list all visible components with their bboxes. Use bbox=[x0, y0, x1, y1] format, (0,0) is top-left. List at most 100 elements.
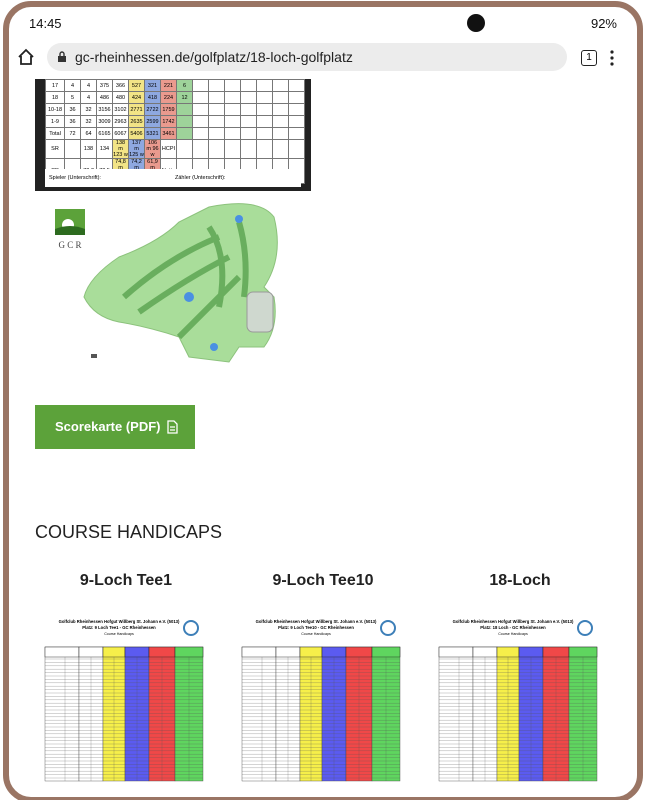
scorecard-cell: 2722 bbox=[144, 103, 161, 116]
status-bar: 14:45 92% bbox=[9, 7, 637, 39]
scorecard-cell: 36 bbox=[64, 103, 81, 116]
scorecard-cell: 321 bbox=[144, 79, 161, 92]
home-button[interactable] bbox=[17, 48, 35, 66]
scorecard-cell bbox=[272, 79, 289, 92]
scorecard-cell bbox=[272, 127, 289, 140]
scorecard-cell bbox=[192, 139, 209, 159]
thumb-column-header bbox=[496, 646, 520, 658]
scorecard-cell: 375 bbox=[96, 79, 113, 92]
scorecard-cell bbox=[176, 103, 193, 116]
scorecard-cell: SR bbox=[45, 139, 65, 159]
url: gc-rheinhessen.de/golfplatz/18-loch-golf… bbox=[75, 49, 353, 65]
scorecard-cell bbox=[176, 115, 193, 128]
scorecard-cell: 527 bbox=[128, 79, 145, 92]
scorecard-cell bbox=[240, 139, 257, 159]
thumb-course: Platz: 18 Loch - GC Rheinhessen bbox=[480, 625, 546, 630]
scorecard-pdf-button[interactable]: Scorekarte (PDF) bbox=[35, 405, 195, 449]
phone-screen: 14:45 92% gc-rheinhessen.de/golfplatz/18… bbox=[3, 1, 643, 800]
camera bbox=[467, 14, 485, 32]
thumb-column-header bbox=[371, 646, 401, 658]
scorecard-cell: 6067 bbox=[112, 127, 129, 140]
document-icon bbox=[167, 420, 178, 434]
scorecard-cell bbox=[288, 103, 305, 116]
scorecard-cell bbox=[176, 139, 193, 159]
scorecard-cell bbox=[192, 91, 209, 104]
scorecard-cell bbox=[256, 79, 273, 92]
address-bar[interactable]: gc-rheinhessen.de/golfplatz/18-loch-golf… bbox=[47, 43, 567, 71]
card-title: 9-Loch Tee10 bbox=[272, 572, 374, 589]
scorecard-cell bbox=[208, 103, 225, 116]
scorecard-row: 17 4 4 375 366 527 321 221 6 bbox=[45, 79, 305, 92]
club-logo: G C R bbox=[55, 209, 85, 250]
scorecard-cell bbox=[240, 103, 257, 116]
section-heading: COURSE HANDICAPS bbox=[35, 522, 223, 542]
scorecard-cell: 3461 bbox=[160, 127, 177, 140]
scorecard-cell: 5321 bbox=[144, 127, 161, 140]
scorecard-cell: 2635 bbox=[128, 115, 145, 128]
course-map bbox=[83, 203, 278, 363]
thumb-column-header bbox=[438, 646, 474, 658]
thumb-logo bbox=[577, 620, 593, 636]
scorecard-cell: 4 bbox=[64, 79, 81, 92]
logo-text: G C R bbox=[58, 240, 82, 250]
scorecard-cell: 4 bbox=[80, 91, 97, 104]
scorecard-cell: 64 bbox=[80, 127, 97, 140]
scorecard-image: 17 4 4 375 366 527 321 221 6 18 5 4 486 480 424 418 224 1… bbox=[35, 79, 311, 191]
battery: 92% bbox=[590, 16, 617, 31]
scorecard-cell bbox=[256, 127, 273, 140]
card-title: 9-Loch Tee1 bbox=[79, 572, 173, 589]
scorecard-cell bbox=[256, 115, 273, 128]
scorecard-row: 18 5 4 486 480 424 418 224 12 bbox=[45, 91, 305, 104]
thumb-sub: Course Handicaps bbox=[498, 632, 528, 636]
scorecard-cell: 2963 bbox=[112, 115, 129, 128]
handicap-table-thumbnail[interactable]: Golfclub Rheinhessen Hofgut Wißberg St. … bbox=[41, 615, 209, 785]
counter-signature: Zähler (Unterschrift): bbox=[175, 175, 226, 181]
scorecard-cell bbox=[208, 79, 225, 92]
thumb-column-header bbox=[174, 646, 204, 658]
handicap-table-thumbnail[interactable]: Golfclub Rheinhessen Hofgut Wißberg St. … bbox=[238, 615, 406, 785]
scorecard-cell: 1742 bbox=[160, 115, 177, 128]
scorecard-cell bbox=[64, 139, 81, 159]
scorecard-cell bbox=[240, 79, 257, 92]
scorecard-cell bbox=[192, 103, 209, 116]
scorecard-cell bbox=[224, 91, 241, 104]
thumb-logo bbox=[183, 620, 199, 636]
scorecard-cell: 3102 bbox=[112, 103, 129, 116]
scorecard-cell: 4 bbox=[80, 79, 97, 92]
scorecard-cell bbox=[272, 91, 289, 104]
thumb-column-header bbox=[518, 646, 544, 658]
scorecard-cell: 3009 bbox=[96, 115, 113, 128]
scorecard-cell bbox=[224, 127, 241, 140]
thumb-org: Golfclub Rheinhessen Hofgut Wißberg St. … bbox=[453, 619, 574, 624]
scorecard-cell: 5 bbox=[64, 91, 81, 104]
thumb-column-header bbox=[124, 646, 150, 658]
scorecard-cell bbox=[272, 115, 289, 128]
scorecard-row: 1-9 36 32 3009 2963 2635 2599 1742 bbox=[45, 115, 305, 128]
scorecard-cell: 1759 bbox=[160, 103, 177, 116]
handicap-table-thumbnail[interactable]: Golfclub Rheinhessen Hofgut Wißberg St. … bbox=[435, 615, 603, 785]
tab-switcher[interactable]: 1 bbox=[581, 50, 597, 66]
scorecard-cell bbox=[208, 139, 225, 159]
thumb-column-header bbox=[102, 646, 126, 658]
scorecard-table: 17 4 4 375 366 527 321 221 6 18 5 4 486 480 424 418 224 1… bbox=[45, 79, 305, 184]
menu-button[interactable] bbox=[609, 49, 615, 67]
scorecard-row: 10-18 36 32 3156 3102 2771 2722 1759 bbox=[45, 103, 305, 116]
thumb-column-header bbox=[241, 646, 277, 658]
scorecard-cell: 36 bbox=[64, 115, 81, 128]
scorecard-cell bbox=[288, 127, 305, 140]
thumb-sub: Course Handicaps bbox=[301, 632, 331, 636]
clock: 14:45 bbox=[29, 16, 62, 31]
thumb-column-header bbox=[299, 646, 323, 658]
thumb-column-header bbox=[321, 646, 347, 658]
lock-icon bbox=[58, 51, 66, 62]
scorecard-cell bbox=[256, 91, 273, 104]
card-title: 18-Loch bbox=[489, 572, 551, 589]
scorecard-cell: 480 bbox=[112, 91, 129, 104]
scorecard-cell bbox=[240, 127, 257, 140]
thumb-org: Golfclub Rheinhessen Hofgut Wißberg St. … bbox=[256, 619, 377, 624]
thumb-logo bbox=[380, 620, 396, 636]
scorecard-cell: 224 bbox=[160, 91, 177, 104]
scorecard-cell: 138 bbox=[80, 139, 97, 159]
